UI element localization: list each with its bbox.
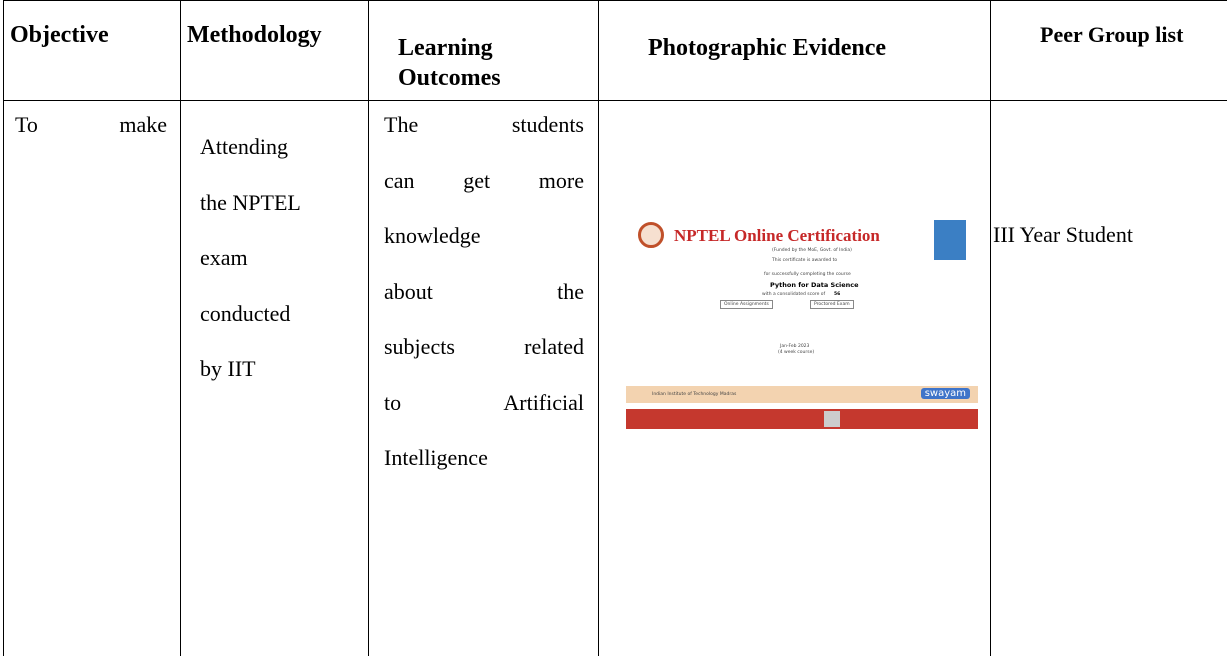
cell-line: by IIT	[200, 356, 256, 381]
cert-text: Indian Institute of Technology Madras	[652, 392, 737, 397]
cert-course: Python for Data Science	[770, 281, 859, 289]
cert-text: (4 week course)	[778, 350, 815, 355]
rule	[3, 0, 1227, 1]
logo	[638, 222, 664, 248]
cert-text: Online Assignments	[720, 300, 773, 309]
outcomes: The students can get more knowledge about t…	[384, 110, 584, 499]
rule	[180, 0, 181, 656]
rule	[3, 100, 1227, 101]
cert-brand: swayam	[920, 388, 970, 399]
methodology: Attending the NPTEL exam conducted by IIT	[200, 132, 360, 410]
cell-line: the NPTEL	[200, 189, 301, 215]
cell-line: subjects related	[384, 334, 584, 359]
qr-code	[824, 411, 840, 427]
cell-line: knowledge	[384, 223, 481, 248]
rule	[598, 0, 599, 656]
cell-line: conducted	[200, 300, 291, 326]
rule	[990, 0, 991, 656]
header: Methodology	[187, 22, 322, 48]
cert-text: This certificate is awarded to	[772, 258, 838, 263]
peer: III Year Student	[993, 222, 1133, 247]
cert-text: Jan-Feb 2023	[780, 344, 810, 349]
cert-text: with a consolidated score of	[762, 292, 826, 297]
cell-line: about the	[384, 278, 584, 304]
cert-text: 56	[834, 292, 841, 297]
band: Indian Institute of Technology Madras sw…	[626, 386, 978, 403]
cert-title: NPTEL Online Certification	[674, 226, 880, 245]
certificate: NPTEL Online Certification (Funded by th…	[622, 214, 980, 432]
header: Photographic Evidence	[648, 35, 886, 61]
cell-line: to Artificial	[384, 389, 584, 415]
header: Objective	[10, 22, 109, 48]
band	[626, 409, 978, 429]
cell-line: exam	[200, 245, 248, 270]
rule	[3, 0, 4, 656]
cert-text: Proctored Exam	[810, 300, 854, 309]
cell-line: To make	[15, 112, 167, 137]
cert-text: (Funded by the MoE, Govt. of India)	[772, 248, 852, 253]
cell-line: The students	[384, 112, 584, 137]
cell-line: Intelligence	[384, 445, 488, 470]
photo	[934, 220, 966, 260]
cell-line: Attending	[200, 134, 288, 159]
header: Peer Group list	[1040, 22, 1184, 47]
cert-text: for successfully completing the course	[764, 272, 851, 277]
header: Learning Outcomes	[398, 35, 501, 91]
rule	[368, 0, 369, 656]
cell-line: can get more	[384, 167, 584, 193]
objective: To make	[15, 110, 167, 166]
